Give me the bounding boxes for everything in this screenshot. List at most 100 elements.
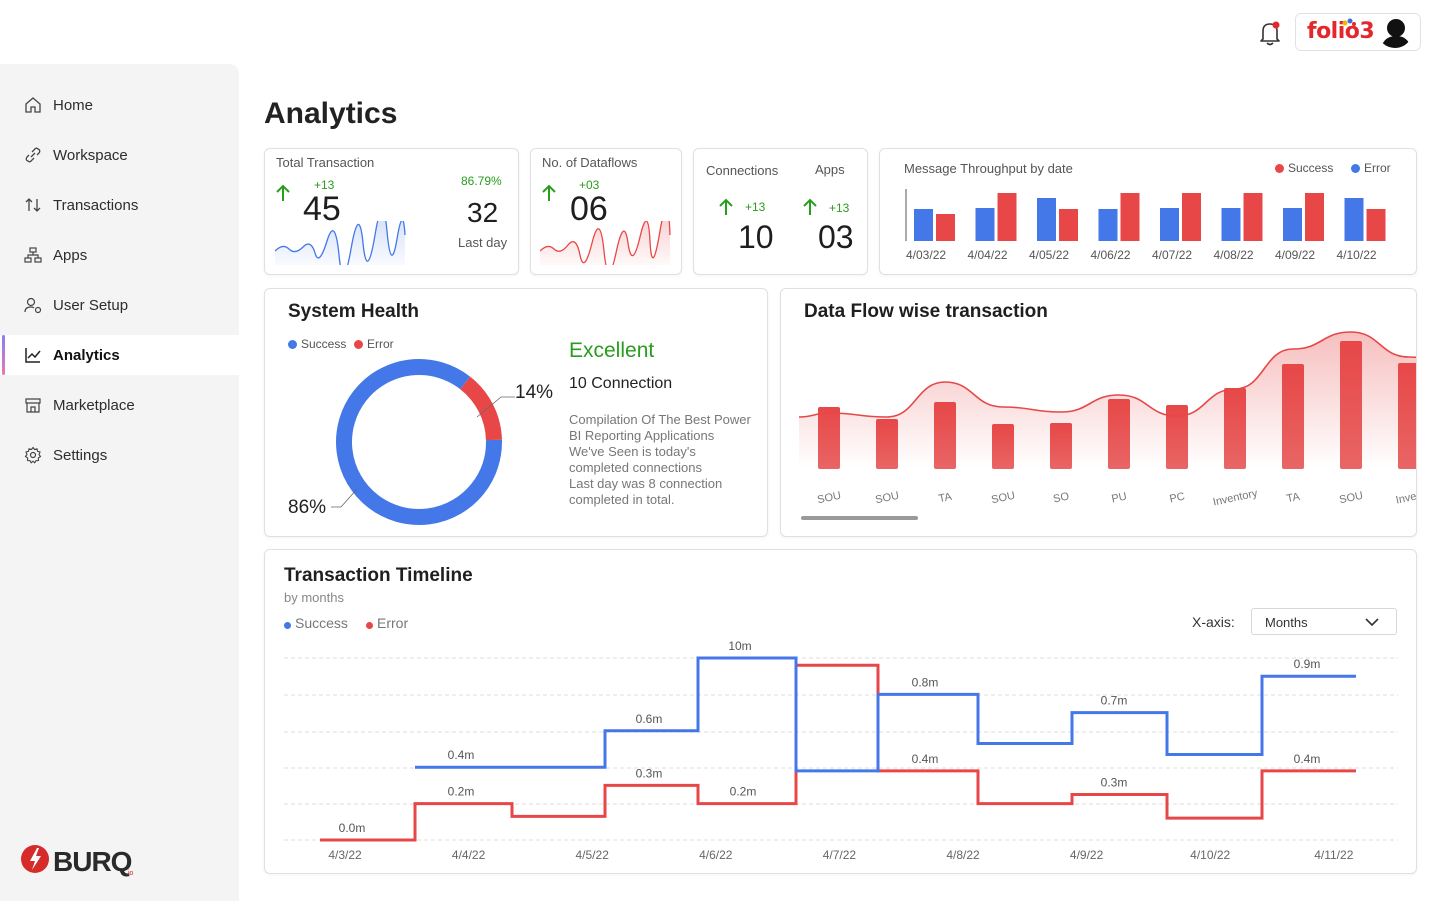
account-menu[interactable]: folio3 [1295,13,1421,51]
bar [1340,341,1362,469]
error-value-label: 0.4m [1294,752,1321,766]
burq-logo-mark: BURQ .io [21,845,134,877]
legend-label: Error [1364,161,1391,175]
kpi-delta: +13 [829,201,850,215]
kpi-percent: 86.79% [461,174,502,188]
kpi-total-transaction-card: Total Transaction +13 45 86.79% 32 Last … [264,148,519,275]
sidebar-item-apps[interactable]: Apps [0,235,239,275]
sidebar-item-user-setup[interactable]: User Setup [0,285,239,325]
sidebar-item-label: Workspace [53,146,128,164]
legend-error-dot [354,340,363,349]
timeline-subtitle: by months [284,590,344,605]
kpi-last-value: 32 [467,197,499,228]
health-status: Excellent [569,339,655,362]
bar-success [1221,208,1241,241]
x-tick-label: 4/09/22 [1275,248,1315,262]
arrow-up-icon [803,198,817,215]
xaxis-label: X-axis: [1192,614,1235,630]
kpi-value: 03 [818,219,854,255]
sidebar-item-workspace[interactable]: Workspace [0,135,239,175]
system-health-card: System Health Success Error 14% 86% Excel… [264,288,768,537]
timeline-chart: 4/3/22 4/4/22 4/5/22 4/6/22 4/7/22 4/8/22 4/9/… [284,639,1398,862]
arrow-up-icon [276,184,290,201]
bar-error [1366,209,1386,241]
xaxis-select[interactable]: Months [1251,608,1397,635]
health-connections: 10 Connection [569,375,673,392]
kpi-label: Connections [706,163,779,178]
legend-error: Error [366,615,408,631]
top-bar: folio3 [0,0,1441,64]
bar [1224,388,1246,469]
line-chart-icon [25,348,41,363]
sidebar-item-label: User Setup [53,296,129,314]
success-value-label: 0.4m [448,748,475,762]
sidebar-item-label: Marketplace [53,396,135,414]
user-gear-icon [24,297,42,314]
bell-icon[interactable] [1257,19,1283,47]
bar [818,407,840,469]
horizontal-scrollbar[interactable] [801,516,918,520]
x-tick-label: SOU [874,490,900,507]
bar-error [1182,193,1201,241]
system-health-donut: 14% 86% [288,359,553,525]
dataflow-chart: SOU SOU TA SOU SO PU PC Inventory TA SOU Inven [798,331,1416,509]
health-last-day-text: Last day was 8 connection completed in t… [569,476,723,507]
timeline-title: Transaction Timeline [284,565,473,586]
kpi-connections-apps-card: Connections Apps +13 10 +13 03 [693,148,868,275]
x-tick-label: TA [1285,491,1301,506]
sidebar-item-transactions[interactable]: Transactions [0,185,239,225]
sidebar-item-label: Apps [53,246,88,264]
bar [1398,363,1416,469]
kpi-label: Apps [815,162,845,177]
kpi-label: No. of Dataflows [542,155,638,170]
error-value-label: 0.2m [730,785,757,799]
donut-ring [336,359,502,525]
bar-success [914,209,933,241]
chevron-down-icon [1365,618,1379,627]
legend-error-dot [1275,164,1284,173]
error-leader-line [476,396,515,418]
x-tick-label: 4/7/22 [823,848,857,862]
bar [934,402,956,469]
sidebar-item-settings[interactable]: Settings [0,435,239,475]
x-tick-label: Inventory [1212,487,1259,508]
success-value-label: 0.6m [636,712,663,726]
legend-error: Error [1351,161,1391,175]
sidebar [0,64,239,901]
link-icon [25,147,41,163]
kpi-delta: +03 [579,178,600,192]
gear-icon [24,446,42,464]
x-tick-label: 4/07/22 [1152,248,1192,262]
sidebar-item-analytics[interactable]: Analytics [0,335,239,375]
x-tick-label: 4/8/22 [946,848,980,862]
x-tick-label: 4/6/22 [699,848,733,862]
health-description: Compilation Of The Best Power BI Reporti… [569,412,751,508]
x-tick-label: SOU [1338,490,1364,507]
health-description-text: Compilation Of The Best Power BI Reporti… [569,412,751,475]
donut-slice-error [336,359,502,525]
avatar[interactable] [1378,16,1412,48]
success-value-label: 0.8m [912,675,939,689]
home-icon [25,97,41,113]
dataflow-title: Data Flow wise transaction [804,301,1048,322]
success-leader-line [331,488,358,508]
success-percent-label: 86% [288,497,326,518]
sitemap-icon [24,247,42,263]
error-value-label: 0.2m [448,785,475,799]
sort-arrows-icon [25,198,41,212]
legend-label: Success [301,337,347,351]
trend-line [798,331,1416,418]
burq-logo-suffix: .io [126,870,134,877]
bar-success [1283,208,1302,241]
x-tick-label: TA [937,491,953,506]
sidebar-item-marketplace[interactable]: Marketplace [0,385,239,425]
store-icon [25,398,41,413]
sidebar-item-home[interactable]: Home [0,85,239,125]
x-tick-label: 4/10/22 [1337,248,1377,262]
throughput-chart: 4/03/22 4/04/22 4/05/22 4/06/22 4/07/22 4/08/… [905,189,1386,262]
bar-success [1344,198,1364,241]
kpi-value: 10 [738,219,774,255]
error-value-label: 0.4m [912,752,939,766]
page-title: Analytics [264,97,398,130]
bar [1166,405,1188,469]
